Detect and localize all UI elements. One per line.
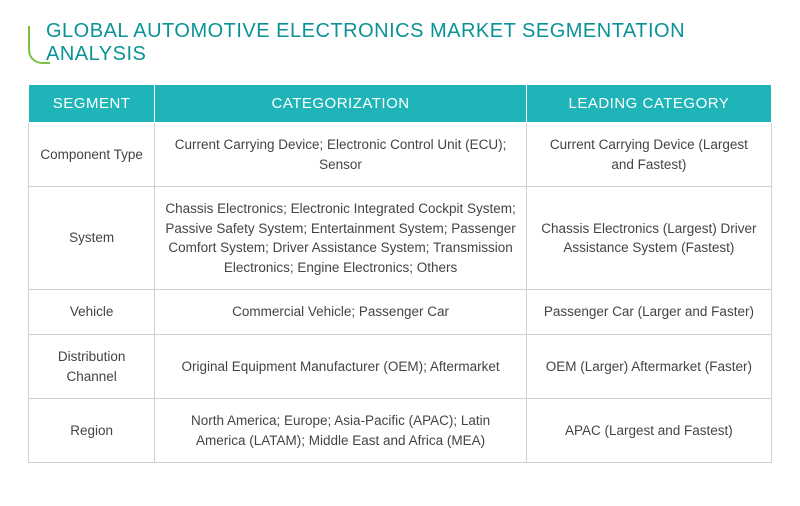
table-header-row: SEGMENT CATEGORIZATION LEADING CATEGORY	[29, 85, 772, 123]
col-header-categorization: CATEGORIZATION	[155, 85, 527, 123]
cell-leading: Current Carrying Device (Largest and Fas…	[526, 123, 771, 187]
cell-segment: Component Type	[29, 123, 155, 187]
table-row: Vehicle Commercial Vehicle; Passenger Ca…	[29, 290, 772, 335]
table-row: Region North America; Europe; Asia-Pacif…	[29, 399, 772, 463]
cell-segment: System	[29, 187, 155, 290]
table-row: System Chassis Electronics; Electronic I…	[29, 187, 772, 290]
cell-categorization: Original Equipment Manufacturer (OEM); A…	[155, 334, 527, 398]
title-accent-line	[28, 26, 50, 64]
cell-segment: Distribution Channel	[29, 334, 155, 398]
table-body: Component Type Current Carrying Device; …	[29, 123, 772, 463]
title-container: GLOBAL AUTOMOTIVE ELECTRONICS MARKET SEG…	[28, 20, 772, 66]
cell-leading: OEM (Larger) Aftermarket (Faster)	[526, 334, 771, 398]
cell-categorization: North America; Europe; Asia-Pacific (APA…	[155, 399, 527, 463]
cell-segment: Region	[29, 399, 155, 463]
cell-leading: APAC (Largest and Fastest)	[526, 399, 771, 463]
table-row: Component Type Current Carrying Device; …	[29, 123, 772, 187]
cell-leading: Chassis Electronics (Largest) Driver Ass…	[526, 187, 771, 290]
col-header-segment: SEGMENT	[29, 85, 155, 123]
cell-categorization: Current Carrying Device; Electronic Cont…	[155, 123, 527, 187]
segmentation-table: SEGMENT CATEGORIZATION LEADING CATEGORY …	[28, 84, 772, 463]
cell-leading: Passenger Car (Larger and Faster)	[526, 290, 771, 335]
cell-segment: Vehicle	[29, 290, 155, 335]
table-row: Distribution Channel Original Equipment …	[29, 334, 772, 398]
col-header-leading: LEADING CATEGORY	[526, 85, 771, 123]
cell-categorization: Commercial Vehicle; Passenger Car	[155, 290, 527, 335]
cell-categorization: Chassis Electronics; Electronic Integrat…	[155, 187, 527, 290]
page-title: GLOBAL AUTOMOTIVE ELECTRONICS MARKET SEG…	[46, 20, 772, 66]
